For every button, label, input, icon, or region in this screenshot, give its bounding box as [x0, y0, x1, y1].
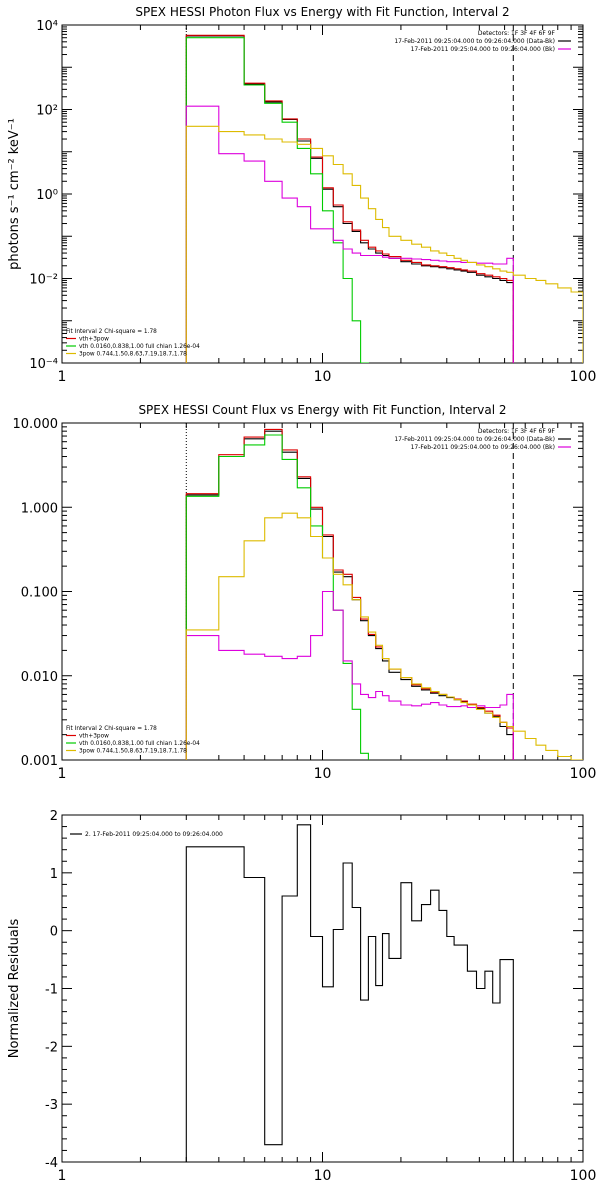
legend-bottom-left-entry: 3pow 0.744,1.50,8.63,7.19,18.7,1.78	[79, 352, 187, 358]
legend-bottom-left-entry: vth+3pow	[79, 337, 109, 343]
legend-top-left-entry: 2. 17-Feb-2011 09:25:04.000 to 09:26:04.…	[85, 831, 223, 838]
y-tick-label: 10⁻⁴	[29, 357, 58, 372]
x-tick-label: 10	[314, 1168, 332, 1184]
y-tick-label: 10⁰	[36, 188, 58, 203]
legend-top-right-entry: Detectors: 1F 3F 4F 6F 9F	[478, 428, 556, 435]
y-axis-label: photons s⁻¹ cm⁻² keV⁻¹	[7, 118, 22, 270]
legend-bottom-left-entry: 3pow 0.744,1.50,8.63,7.19,18.7,1.78	[79, 749, 187, 755]
legend-top-right-entry: Detectors: 1F 3F 4F 6F 9F	[478, 30, 556, 37]
y-tick-label: 10.000	[13, 417, 59, 432]
y-tick-label: 0.010	[21, 670, 58, 685]
legend-top-right-entry: 17-Feb-2011 09:25:04.000 to 09:26:04.000…	[411, 444, 555, 451]
y-tick-label: -1	[45, 983, 58, 998]
legend-top-right-entry: 17-Feb-2011 09:25:04.000 to 09:26:04.000…	[394, 436, 555, 443]
series-line-4	[185, 512, 583, 760]
x-tick-label: 1	[58, 369, 67, 385]
x-tick-label: 100	[570, 766, 597, 782]
y-tick-label: -2	[45, 1040, 58, 1055]
y-tick-label: 0	[50, 925, 58, 940]
legend-top-right-entry: 17-Feb-2011 09:25:04.000 to 09:26:04.000…	[411, 46, 555, 53]
series-line-2	[185, 37, 369, 363]
chart-title: SPEX HESSI Count Flux vs Energy with Fit…	[138, 403, 506, 417]
y-tick-label: 10⁴	[36, 19, 58, 34]
x-tick-label: 10	[314, 766, 332, 782]
series-line-0	[185, 824, 514, 1162]
legend-bottom-left-entry: vth+3pow	[79, 734, 109, 740]
x-tick-label: 1	[58, 766, 67, 782]
legend-bottom-left-entry: Fit Interval 2 Chi-square = 1.78	[66, 329, 157, 335]
y-tick-label: 10⁻²	[29, 273, 58, 288]
y-tick-label: 2	[50, 809, 58, 824]
series-line-4	[185, 125, 583, 363]
y-tick-label: 0.001	[21, 754, 58, 769]
y-tick-label: -4	[45, 1156, 58, 1171]
x-tick-label: 100	[570, 1168, 597, 1184]
y-tick-label: 0.100	[21, 586, 58, 601]
legend-bottom-left-entry: Fit Interval 2 Chi-square = 1.78	[66, 726, 157, 732]
x-tick-label: 100	[570, 369, 597, 385]
series-line-2	[185, 434, 369, 760]
x-tick-label: 1	[58, 1168, 67, 1184]
y-tick-label: 1	[50, 867, 58, 882]
x-tick-label: 10	[314, 369, 332, 385]
y-tick-label: -3	[45, 1098, 58, 1113]
y-tick-label: 10²	[36, 104, 58, 119]
legend-bottom-left-entry: vth 0.0160,0.838,1.00 full chian 1.26e-0…	[79, 741, 200, 747]
legend-bottom-left-entry: vth 0.0160,0.838,1.00 full chian 1.26e-0…	[79, 344, 200, 350]
y-tick-label: 1.000	[21, 501, 58, 516]
legend-top-right-entry: 17-Feb-2011 09:25:04.000 to 09:26:04.000…	[394, 38, 555, 45]
y-axis-label: Normalized Residuals	[7, 919, 22, 1059]
chart-title: SPEX HESSI Photon Flux vs Energy with Fi…	[135, 5, 509, 19]
